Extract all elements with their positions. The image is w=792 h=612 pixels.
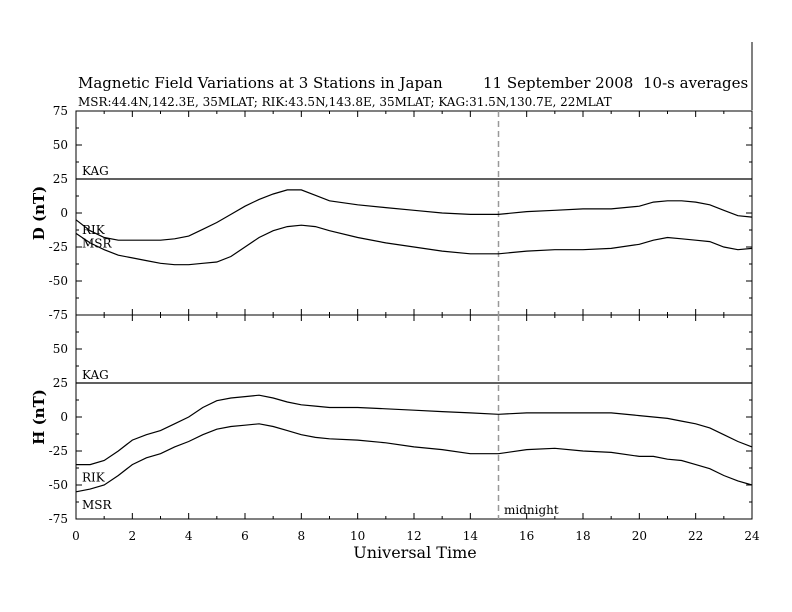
- x-tick-label: 18: [575, 529, 590, 543]
- series-msr-label: MSR: [82, 236, 113, 250]
- y-tick-label: -25: [49, 240, 68, 254]
- series-kag-label: KAG: [82, 164, 109, 178]
- x-tick-label: 12: [406, 529, 421, 543]
- x-tick-label: 20: [632, 529, 647, 543]
- y-tick-label: -25: [49, 444, 68, 458]
- series-msr-trace: [75, 224, 753, 266]
- y-tick-label: 50: [53, 138, 68, 152]
- y-tick-label: -75: [49, 308, 68, 322]
- y-tick-label: 0: [60, 410, 68, 424]
- chart-averaging: 10-s averages: [643, 74, 748, 92]
- midnight-label: midnight: [504, 503, 559, 517]
- x-tick-label: 4: [185, 529, 193, 543]
- chart-title: Magnetic Field Variations at 3 Stations …: [78, 74, 443, 92]
- x-tick-label: 2: [129, 529, 137, 543]
- series-kag-label: KAG: [82, 368, 109, 382]
- chart-date: 11 September 2008: [483, 74, 633, 92]
- series-rik-trace: [75, 189, 753, 241]
- x-axis-label: Universal Time: [353, 543, 476, 562]
- series-rik-label: RIK: [82, 471, 106, 485]
- series-rik-label: RIK: [82, 223, 106, 237]
- x-tick-label: 16: [519, 529, 534, 543]
- x-tick-label: 22: [688, 529, 703, 543]
- x-tick-label: 8: [298, 529, 306, 543]
- series-msr-trace: [75, 423, 753, 493]
- y-tick-label: -50: [49, 274, 68, 288]
- x-tick-label: 24: [744, 529, 760, 543]
- panel-h-ylabel: H (nT): [30, 389, 48, 445]
- series-rik-trace: [76, 394, 753, 466]
- x-tick-label: 14: [463, 529, 479, 543]
- y-tick-label: 50: [53, 342, 68, 356]
- y-tick-label: 75: [53, 104, 68, 118]
- y-tick-label: 0: [60, 206, 68, 220]
- y-tick-label: 25: [53, 376, 68, 390]
- series-msr-label: MSR: [82, 498, 113, 512]
- panel-d-ylabel: D (nT): [30, 186, 48, 241]
- station-coordinates: MSR:44.4N,142.3E, 35MLAT; RIK:43.5N,143.…: [78, 95, 612, 109]
- panel-d-frame: [75, 110, 753, 316]
- x-tick-label: 0: [72, 529, 80, 543]
- y-tick-label: -50: [49, 478, 68, 492]
- x-tick-label: 10: [350, 529, 365, 543]
- x-tick-label: 6: [241, 529, 249, 543]
- y-tick-label: -75: [49, 512, 68, 526]
- y-tick-label: 25: [53, 172, 68, 186]
